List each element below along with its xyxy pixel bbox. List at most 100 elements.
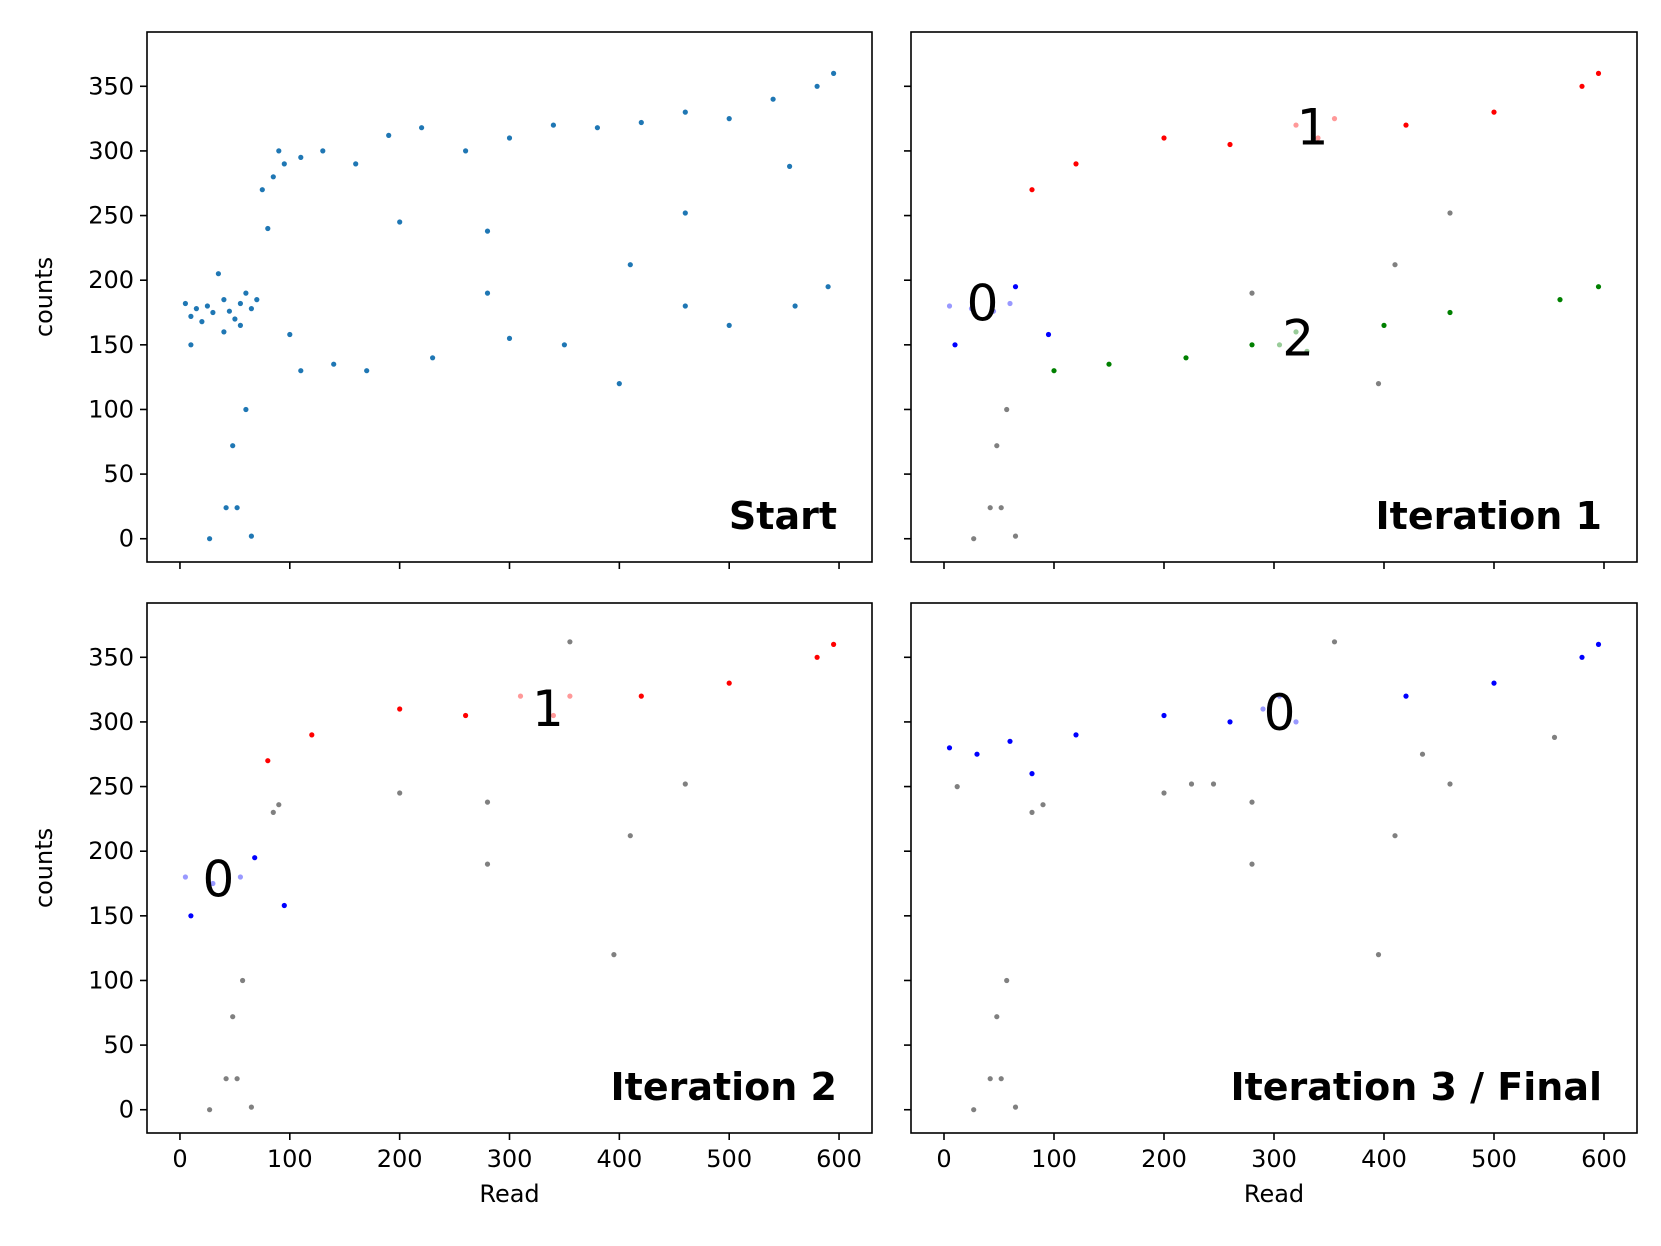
point-cluster-2-2 (1183, 355, 1189, 361)
point-all-reads-6 (182, 300, 188, 307)
point-noise-10 (1188, 781, 1195, 787)
point-cluster-0-core-1 (210, 880, 216, 887)
x-tick-label: 400 (596, 1145, 642, 1173)
point-all-reads-28 (298, 154, 304, 160)
point-all-reads-44 (298, 368, 304, 374)
y-tick-label: 300 (88, 708, 134, 736)
point-noise-11 (567, 639, 573, 645)
point-noise-17 (1419, 751, 1426, 757)
point-all-reads-35 (550, 122, 557, 128)
point-noise-16 (1392, 833, 1398, 839)
y-tick-label: 100 (88, 966, 134, 994)
point-noise-5 (240, 977, 246, 984)
point-cluster-1-7 (831, 641, 837, 648)
point-cluster-2-core-2 (1304, 348, 1310, 354)
point-noise-8 (1375, 381, 1382, 387)
point-all-reads-38 (682, 109, 688, 115)
point-cluster-0-5 (1161, 712, 1167, 719)
point-cluster-2-5 (1447, 309, 1453, 316)
point-cluster-2-core-0 (1276, 342, 1283, 348)
point-cluster-0-0 (946, 745, 953, 751)
point-all-reads-3 (248, 533, 254, 539)
point-noise-9 (1161, 790, 1167, 796)
x-tick-label: 600 (816, 1145, 862, 1173)
point-cluster-1-6 (814, 654, 820, 660)
point-noise-6 (270, 809, 276, 816)
y-tick-label: 250 (88, 773, 134, 801)
point-cluster-2-4 (1381, 322, 1387, 328)
point-cluster-2-1 (1106, 361, 1112, 367)
point-cluster-1-6 (1579, 83, 1585, 89)
point-all-reads-19 (188, 342, 194, 348)
point-all-reads-15 (232, 316, 238, 322)
point-all-reads-27 (281, 161, 287, 167)
point-all-reads-14 (226, 308, 232, 314)
y-tick-label: 150 (88, 331, 134, 359)
y-tick-label: 150 (88, 902, 134, 930)
point-cluster-1-5 (726, 680, 732, 686)
x-tick-label: 100 (1031, 1145, 1077, 1173)
x-tick-label: 300 (1251, 1145, 1297, 1173)
point-cluster-0-core-2 (990, 308, 997, 314)
point-noise-7 (276, 802, 282, 808)
point-noise-1 (223, 1076, 229, 1082)
axes-frame (146, 31, 873, 563)
panel-title: Iteration 2 (611, 1065, 837, 1109)
x-axis-label: Read (479, 1180, 539, 1208)
point-cluster-0-core-0 (946, 303, 953, 309)
point-cluster-0-8 (1491, 680, 1497, 686)
y-axis-label: counts (30, 828, 58, 908)
point-all-reads-58 (484, 228, 491, 234)
point-all-reads-45 (331, 361, 337, 367)
y-tick-label: 350 (88, 72, 134, 100)
point-all-reads-24 (265, 225, 271, 232)
point-cluster-1-5 (1491, 109, 1497, 115)
point-all-reads-18 (248, 306, 254, 312)
point-all-reads-31 (386, 132, 392, 138)
point-all-reads-43 (287, 331, 293, 338)
point-cluster-2-0 (1051, 368, 1057, 374)
point-cluster-1-4 (1403, 122, 1409, 128)
point-cluster-1-7 (1595, 70, 1602, 76)
point-all-reads-48 (430, 355, 436, 361)
point-cluster-1-1 (1073, 161, 1079, 167)
axes-frame (910, 31, 1638, 563)
point-cluster-1-2 (1161, 135, 1167, 141)
point-noise-4 (994, 443, 1000, 449)
point-cluster-0-core-3 (1007, 300, 1013, 307)
point-all-reads-42 (831, 70, 837, 76)
cluster-label: 0 (202, 851, 234, 909)
point-cluster-0-core-1 (1276, 693, 1283, 699)
point-all-reads-56 (792, 303, 798, 309)
point-all-reads-39 (726, 116, 732, 122)
point-cluster-1-1 (309, 732, 315, 738)
y-tick-label: 0 (119, 1096, 134, 1124)
point-cluster-1-0 (1029, 187, 1035, 193)
x-tick-label: 200 (377, 1145, 423, 1173)
point-cluster-0-3 (1029, 771, 1035, 777)
y-tick-label: 250 (88, 202, 134, 230)
point-all-reads-33 (463, 148, 469, 154)
point-all-reads-40 (770, 96, 776, 102)
point-cluster-0-core-2 (237, 874, 243, 880)
point-cluster-1-core-0 (1293, 122, 1299, 128)
point-noise-19 (1551, 734, 1558, 741)
axes-frame (146, 602, 873, 1134)
point-noise-4 (230, 1014, 236, 1020)
point-noise-4 (994, 1014, 1000, 1020)
point-noise-15 (1375, 952, 1382, 958)
point-cluster-0-0 (188, 913, 194, 919)
point-cluster-0-1 (252, 855, 258, 861)
point-all-reads-16 (237, 300, 243, 307)
point-all-reads-29 (320, 148, 326, 154)
y-tick-label: 100 (88, 395, 134, 423)
point-noise-10 (484, 799, 491, 805)
point-cluster-1-core-2 (567, 693, 573, 699)
point-noise-2 (998, 505, 1004, 511)
y-tick-label: 200 (88, 266, 134, 294)
point-all-reads-32 (419, 125, 425, 131)
point-all-reads-47 (397, 219, 403, 225)
point-cluster-0-4 (1073, 732, 1079, 738)
point-all-reads-22 (254, 297, 260, 303)
point-all-reads-55 (726, 322, 732, 328)
